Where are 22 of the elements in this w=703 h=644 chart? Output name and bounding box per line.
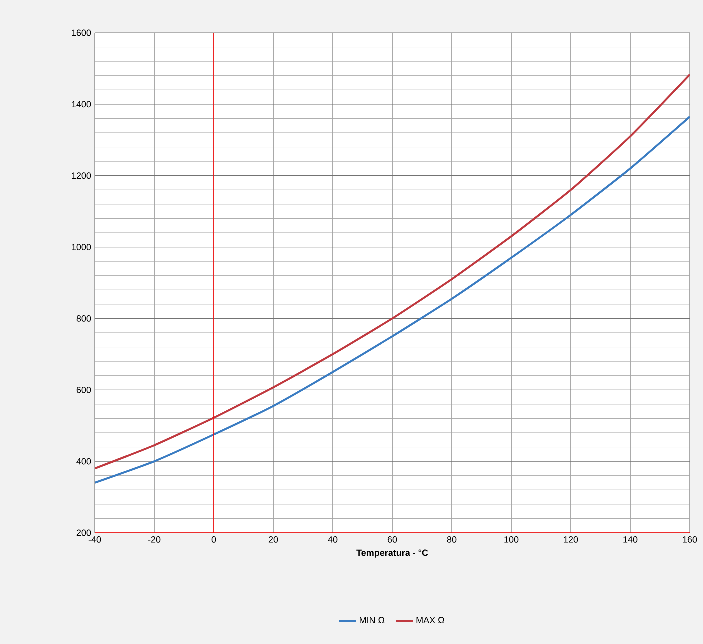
y-tick-label: 1000 bbox=[72, 244, 92, 250]
x-tick-label: 0 bbox=[212, 536, 216, 543]
x-tick-label: 40 bbox=[328, 536, 338, 543]
y-tick-label: 800 bbox=[76, 316, 92, 322]
x-tick-label: -20 bbox=[148, 536, 161, 543]
x-tick-label: 60 bbox=[388, 536, 398, 543]
y-tick-label: 1200 bbox=[72, 172, 92, 180]
y-tick-label: 1600 bbox=[72, 30, 92, 36]
legend-label: MAX Ω bbox=[416, 617, 444, 624]
y-tick-label: 400 bbox=[76, 458, 92, 465]
x-tick-label: 160 bbox=[683, 536, 698, 543]
y-tick-label: 1400 bbox=[72, 101, 92, 108]
legend-label: MIN Ω bbox=[360, 617, 385, 624]
x-tick-label: 140 bbox=[624, 536, 638, 543]
x-tick-label: 80 bbox=[447, 536, 457, 543]
x-tick-label: 120 bbox=[564, 536, 578, 543]
x-tick-label: 100 bbox=[504, 536, 519, 543]
x-tick-label: -40 bbox=[88, 536, 102, 543]
y-tick-label: 600 bbox=[76, 386, 92, 394]
x-tick-label: 20 bbox=[268, 536, 278, 543]
x-axis-title: Temperatura - °C bbox=[356, 550, 428, 558]
y-tick-label: 200 bbox=[76, 530, 92, 536]
